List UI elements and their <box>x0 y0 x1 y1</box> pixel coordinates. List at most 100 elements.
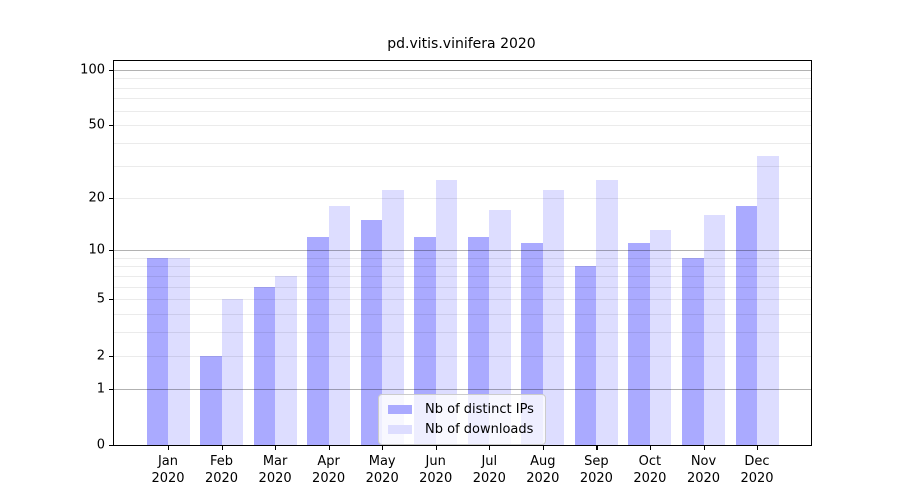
bar-downloads-feb <box>221 299 243 445</box>
minor-gridline <box>114 87 811 89</box>
x-tick-mark <box>757 445 759 450</box>
x-tick-year: 2020 <box>312 471 346 486</box>
bar-downloads-sep <box>596 180 618 445</box>
x-tick-mark <box>328 445 330 450</box>
bar-distinct-ips-sep <box>574 266 597 445</box>
x-tick-year: 2020 <box>365 471 399 486</box>
legend-label-downloads: Nb of downloads <box>425 422 534 437</box>
y-tick-label: 10 <box>88 242 105 258</box>
y-tick-mark <box>109 250 114 252</box>
bar-distinct-ips-mar <box>253 286 276 445</box>
major-gridline <box>114 69 811 71</box>
chart-title: pd.vitis.vinifera 2020 <box>387 36 536 52</box>
bar-distinct-ips-apr <box>307 236 329 445</box>
x-tick-label-jun: Jun 2020 <box>419 453 452 487</box>
y-tick-mark <box>109 69 114 71</box>
x-tick-month: Aug <box>530 454 556 469</box>
bar-distinct-ips-nov <box>682 257 704 445</box>
x-tick-month: Apr <box>317 454 340 469</box>
y-tick-mark <box>109 197 114 199</box>
bar-distinct-ips-jun <box>414 236 436 445</box>
minor-gridline <box>114 143 811 145</box>
x-tick-month: Nov <box>690 454 717 469</box>
x-tick-month: Jul <box>481 454 498 469</box>
minor-gridline <box>114 165 811 167</box>
y-tick-label: 50 <box>88 117 105 133</box>
x-tick-label-mar: Mar 2020 <box>259 453 292 487</box>
x-tick-month: Jan <box>157 454 179 469</box>
bar-downloads-mar <box>275 275 297 445</box>
bar-downloads-oct <box>649 230 672 445</box>
x-tick-label-aug: Aug 2020 <box>526 453 559 487</box>
x-tick-year: 2020 <box>258 471 292 486</box>
x-tick-mark <box>168 445 170 450</box>
x-tick-year: 2020 <box>686 471 721 486</box>
x-tick-month: May <box>368 454 396 469</box>
bar-downloads-apr <box>328 205 351 445</box>
x-tick-year: 2020 <box>204 471 239 486</box>
x-tick-year: 2020 <box>633 471 667 486</box>
x-tick-label-nov: Nov 2020 <box>687 453 720 487</box>
bar-distinct-ips-jul <box>467 236 490 445</box>
bar-downloads-jun <box>435 180 458 445</box>
x-tick-mark <box>649 445 652 450</box>
x-tick-month: Jun <box>425 454 446 469</box>
bar-distinct-ips-may <box>360 219 383 445</box>
minor-gridline <box>114 197 811 199</box>
legend-swatch-distinct-ips <box>388 405 412 414</box>
legend-row: Nb of downloads <box>388 422 534 437</box>
x-tick-year: 2020 <box>472 471 506 486</box>
x-tick-year: 2020 <box>526 471 560 486</box>
x-tick-mark <box>703 445 705 450</box>
y-tick-label: 5 <box>96 291 105 307</box>
bar-downloads-jan <box>168 257 190 445</box>
y-tick-label: 2 <box>96 348 105 364</box>
x-tick-month: Oct <box>638 454 662 469</box>
x-tick-mark <box>542 445 544 450</box>
x-tick-label-sep: Sep 2020 <box>580 453 613 487</box>
bar-downloads-nov <box>703 214 725 445</box>
x-tick-month: Sep <box>584 454 609 469</box>
y-tick-label: 100 <box>80 62 105 78</box>
y-tick-label: 20 <box>88 190 105 205</box>
x-tick-label-may: May 2020 <box>366 453 399 487</box>
x-tick-year: 2020 <box>151 471 185 486</box>
minor-gridline <box>114 125 811 127</box>
x-tick-label-jul: Jul 2020 <box>473 453 506 487</box>
bar-distinct-ips-dec <box>735 205 757 445</box>
minor-gridline <box>114 98 811 100</box>
x-tick-mark <box>596 445 598 450</box>
x-tick-month: Feb <box>209 454 234 469</box>
plot-area: 0 1 2 5 10 20 50 100 Jan 2020 Feb 2020 Mar 2020 Apr 202… <box>80 60 812 486</box>
y-tick-mark <box>109 299 114 301</box>
x-tick-label-dec: Dec 2020 <box>740 453 773 487</box>
legend-label-distinct-ips: Nb of distinct IPs <box>425 402 534 417</box>
x-tick-label-jan: Jan 2020 <box>151 453 184 487</box>
x-tick-month: Mar <box>262 454 288 469</box>
x-tick-mark <box>275 445 277 450</box>
x-tick-label-oct: Oct 2020 <box>633 453 666 487</box>
y-tick-mark <box>109 388 114 390</box>
minor-gridline <box>114 78 811 80</box>
x-tick-mark <box>382 445 384 450</box>
y-tick-label: 1 <box>96 381 105 397</box>
x-tick-mark <box>435 445 437 450</box>
x-tick-month: Dec <box>744 454 770 469</box>
legend-row: Nb of distinct IPs <box>388 402 534 417</box>
x-tick-mark <box>221 445 223 450</box>
x-tick-year: 2020 <box>740 471 774 486</box>
x-tick-label-feb: Feb 2020 <box>205 453 238 487</box>
minor-gridline <box>114 110 811 112</box>
legend: Nb of distinct IPs Nb of downloads <box>378 394 546 445</box>
bar-downloads-dec <box>757 156 779 445</box>
legend-swatch-downloads <box>388 425 412 434</box>
bar-downloads-may <box>382 190 404 445</box>
bar-distinct-ips-jan <box>146 257 168 445</box>
x-tick-label-apr: Apr 2020 <box>312 453 345 487</box>
x-tick-year: 2020 <box>419 471 453 486</box>
x-tick-year: 2020 <box>579 471 613 486</box>
y-tick-mark <box>109 445 114 447</box>
x-tick-mark <box>489 445 491 450</box>
bar-downloads-aug <box>542 190 565 445</box>
